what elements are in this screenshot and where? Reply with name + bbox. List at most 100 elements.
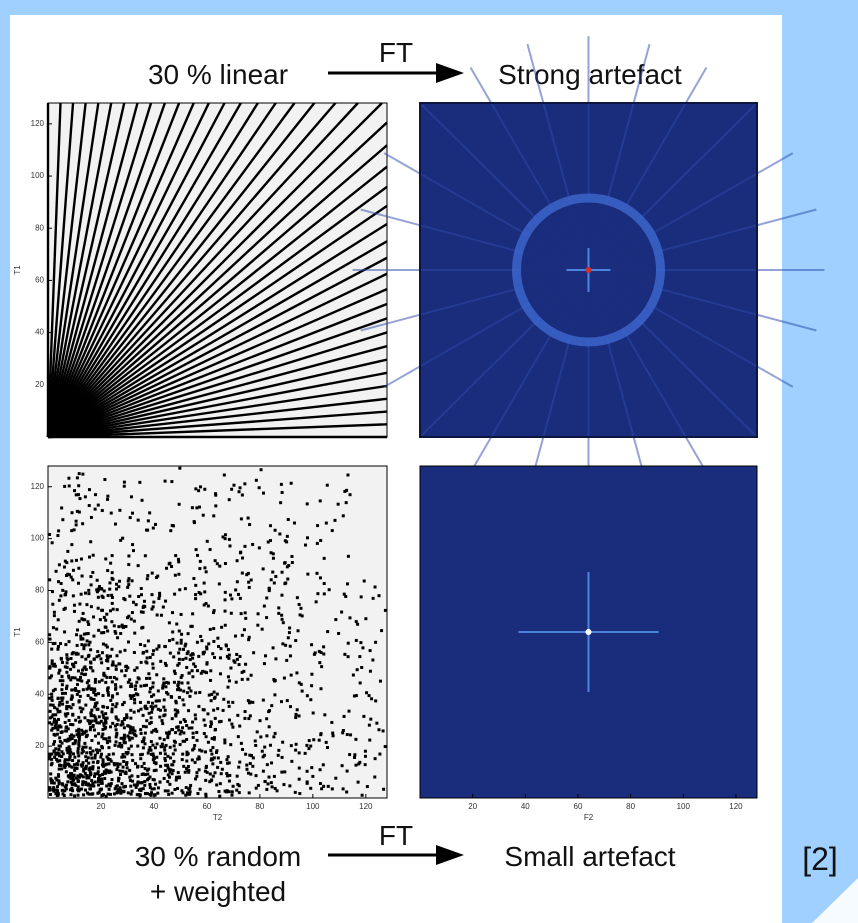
sample-point	[297, 751, 301, 755]
sample-point	[56, 785, 60, 789]
sample-point	[139, 757, 143, 761]
sample-point	[128, 694, 132, 698]
sample-point	[139, 707, 143, 711]
sample-point	[58, 724, 62, 728]
sampling-line	[47, 410, 388, 439]
y-tick-label: 120	[31, 482, 45, 491]
sample-point	[48, 666, 52, 670]
sample-point	[93, 692, 97, 696]
sample-point	[267, 589, 271, 593]
sample-point	[194, 548, 198, 552]
header-right: Strong artefact	[498, 59, 682, 90]
sample-point	[118, 579, 122, 583]
sample-point	[156, 786, 160, 790]
sample-point	[234, 680, 238, 684]
sample-point	[87, 768, 91, 772]
sample-point	[119, 788, 123, 792]
sample-point	[56, 534, 60, 538]
sample-point	[104, 794, 108, 798]
sample-point	[219, 672, 223, 676]
sample-point	[80, 643, 84, 647]
sample-point	[81, 761, 85, 765]
sample-point	[84, 759, 88, 763]
sample-point	[208, 627, 212, 631]
sample-point	[60, 755, 64, 759]
sample-point	[217, 644, 221, 648]
sample-point	[165, 691, 169, 695]
sample-point	[107, 753, 111, 757]
sample-point	[69, 678, 73, 682]
sample-point	[122, 718, 126, 722]
sample-point	[148, 690, 152, 694]
sample-point	[230, 790, 234, 794]
sample-point	[97, 777, 101, 781]
sample-point	[128, 594, 132, 598]
sample-point	[243, 716, 247, 720]
sample-point	[261, 698, 265, 702]
sample-point	[110, 593, 114, 597]
sample-point	[100, 794, 104, 798]
sampling-line	[47, 423, 388, 439]
sample-point	[249, 578, 253, 582]
sample-point	[87, 588, 91, 592]
sample-point	[173, 708, 177, 712]
sample-point	[253, 739, 257, 743]
sample-point	[65, 665, 69, 669]
sample-point	[240, 571, 244, 575]
sample-point	[236, 592, 240, 596]
sample-point	[205, 645, 209, 649]
sample-point	[211, 746, 215, 750]
sample-point	[149, 720, 153, 724]
sample-point	[353, 755, 357, 759]
sample-point	[98, 779, 102, 783]
sample-point	[105, 654, 109, 658]
sample-point	[90, 779, 94, 783]
sample-point	[173, 573, 177, 577]
sample-point	[84, 783, 88, 787]
sample-point	[173, 672, 177, 676]
sample-point	[185, 665, 189, 669]
sample-point	[261, 567, 265, 571]
sample-point	[113, 787, 117, 791]
sample-point	[142, 684, 146, 688]
sample-point	[334, 618, 338, 622]
sample-point	[80, 574, 84, 578]
sample-point	[61, 588, 65, 592]
sample-point	[69, 667, 73, 671]
sample-point	[147, 711, 151, 715]
sample-point	[331, 731, 335, 735]
sample-point	[209, 779, 213, 783]
sample-point	[107, 787, 111, 791]
sample-point	[281, 621, 285, 625]
sample-point	[84, 745, 88, 749]
sample-point	[141, 625, 145, 629]
sample-point	[230, 793, 234, 797]
sample-point	[81, 611, 85, 615]
sample-point	[63, 712, 67, 716]
sample-point	[143, 644, 147, 648]
sample-point	[93, 772, 97, 776]
sample-point	[74, 783, 78, 787]
sample-point	[71, 703, 75, 707]
sample-point	[145, 683, 149, 687]
sample-point	[158, 736, 162, 740]
sample-point	[78, 734, 82, 738]
sample-point	[71, 712, 75, 716]
sample-point	[75, 633, 79, 637]
sample-point	[129, 744, 133, 748]
sample-point	[299, 682, 303, 686]
sample-point	[114, 683, 118, 687]
sample-point	[102, 671, 106, 675]
sample-point	[223, 609, 227, 613]
sample-point	[294, 712, 298, 716]
sample-point	[64, 729, 68, 733]
sample-point	[227, 656, 231, 660]
sample-point	[227, 790, 231, 794]
sample-point	[76, 779, 80, 783]
sample-point	[295, 708, 299, 712]
sample-point	[191, 612, 195, 616]
sample-point	[197, 768, 201, 772]
sample-point	[226, 755, 230, 759]
sample-point	[151, 652, 155, 656]
